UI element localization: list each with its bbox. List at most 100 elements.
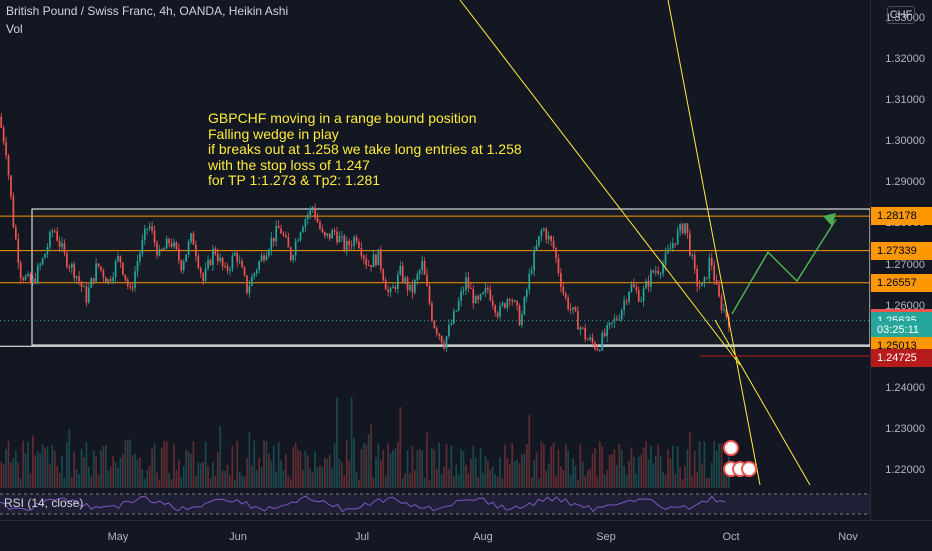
volume-bar [139,457,141,488]
volume-bar [384,476,387,488]
volume-bar [258,458,261,488]
volume-bar [7,440,10,488]
annotation-line: with the stop loss of 1.247 [208,156,370,173]
volume-bar [231,445,234,488]
volume-bar [190,453,192,488]
volume-bar [676,446,679,488]
volume-bar [299,450,302,488]
candle-body [258,261,261,271]
candle-body [294,241,297,256]
candle-body [272,237,275,242]
volume-bar [674,473,677,488]
candle-body [615,318,618,320]
volume-bar [90,475,93,488]
candle-body [469,287,472,289]
candle-body [187,241,190,255]
candle-body [686,223,689,234]
candle-body [715,280,718,285]
volume-bar [107,470,110,488]
candle-body [95,263,97,282]
time-axis[interactable]: May Jun Jul Aug Sep Oct Nov [0,520,932,551]
volume-bars [0,397,730,488]
candle-body [426,274,428,286]
candle-body [428,285,431,304]
volume-bar [27,442,29,488]
volume-bar [625,475,628,488]
candle-body [309,208,312,215]
candle-body [168,238,170,244]
y-tick-label: 1.30000 [885,135,925,148]
price-axis[interactable]: 1.330001.320001.310001.300001.290001.280… [870,0,932,520]
candle-body [53,231,56,233]
price-label: 1.28178 [871,207,932,226]
candle-body [367,265,370,267]
candle-body [518,305,521,326]
candle-body [623,300,626,310]
candle-body [533,250,535,271]
rsi-label[interactable]: RSI (14, close) [4,496,84,510]
candle-body [177,248,180,261]
currency-badge[interactable]: CHF [887,6,915,24]
candle-body [285,235,287,238]
candle-body [233,252,236,256]
candle-body [713,265,716,281]
candle-body [414,279,416,293]
volume-bar [642,447,645,488]
candle-body [92,278,95,282]
candle-body [708,257,711,279]
candle-body [564,293,567,298]
candle-body [693,254,696,269]
volume-bar [338,458,341,488]
candle-body [392,286,394,289]
volume-bar [199,463,202,488]
candle-body [496,312,499,317]
volume-bar [129,439,132,488]
candle-body [725,309,728,317]
candle-body [331,230,334,239]
volume-bar [723,472,725,488]
candle-body [455,310,458,312]
volume-bar [445,443,448,488]
volume-bar [268,453,270,488]
candle-body [606,325,608,337]
candle-body [87,287,90,303]
candle-body [124,274,127,280]
candle-body [504,303,506,308]
candle-body [710,257,713,266]
volume-bar [311,472,314,488]
candle-body [676,230,679,245]
candle-body [122,262,124,275]
candle-body [370,265,372,268]
volume-bar [12,458,15,488]
volume-bar [462,451,465,488]
volume-bar [567,450,570,488]
volume-bar [521,454,523,488]
candle-body [394,286,397,290]
candle-body [345,240,348,251]
candle-body [667,249,669,253]
volume-bar [508,463,511,488]
candle-body [289,247,292,260]
volume-bar [270,460,273,488]
volume-bar [87,467,90,488]
volume-bar [647,459,650,488]
volume-bar [260,466,263,488]
candle-body [338,236,341,243]
volume-bar [214,475,217,488]
candle-body [146,228,149,230]
candle-body [691,254,694,256]
volume-bar [314,451,316,488]
candle-body [31,278,34,284]
candle-body [139,253,141,262]
volume-bar [34,454,37,488]
candle-body [299,232,302,241]
candle-body [598,349,601,351]
candle-body [250,276,253,286]
candle-body [474,295,477,304]
volume-bar [141,469,144,488]
volume-bar [275,471,278,488]
x-tick-label: Aug [473,531,493,543]
volume-bar [253,440,256,488]
volume-bar [250,465,253,488]
